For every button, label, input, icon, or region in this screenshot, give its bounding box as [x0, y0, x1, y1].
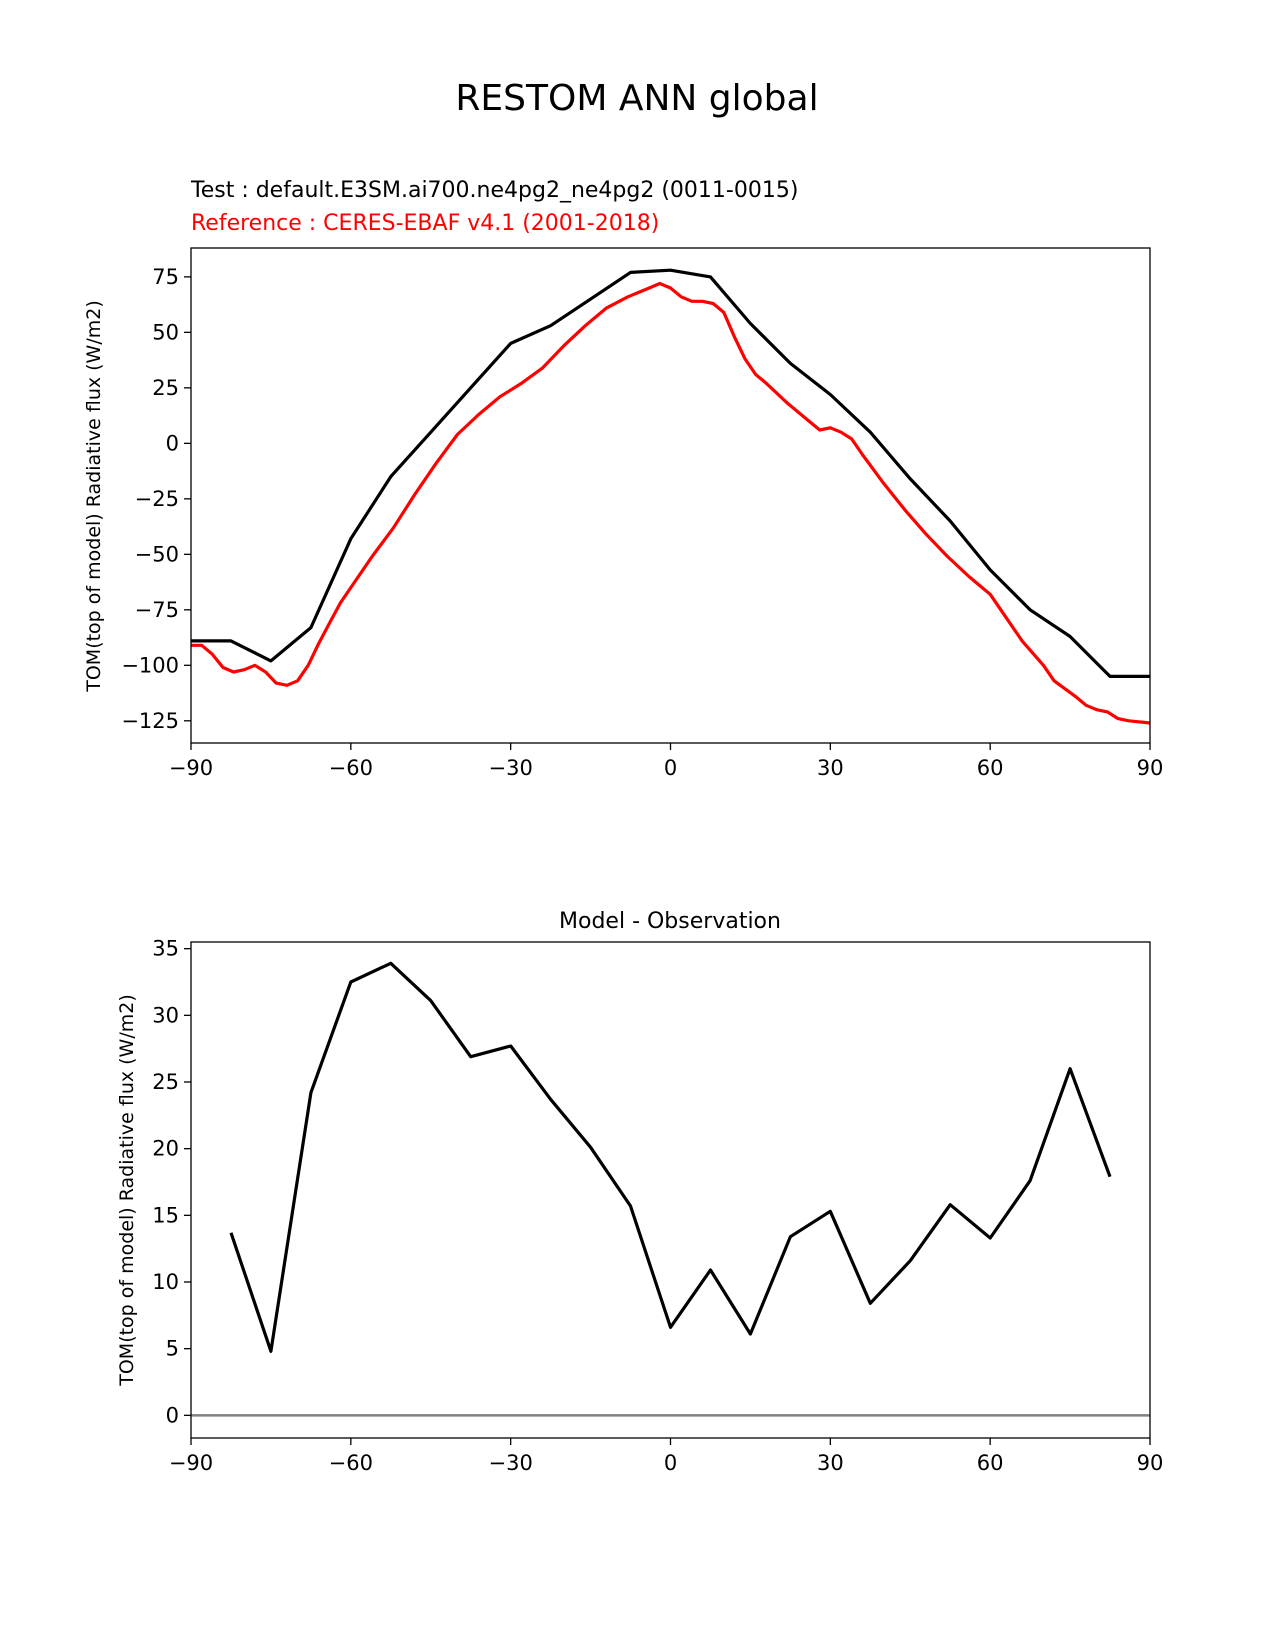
top-y-tick-label: 75 — [152, 265, 179, 289]
top-x-tick-label: 0 — [664, 756, 677, 780]
top-x-tick-label: 90 — [1137, 756, 1164, 780]
bottom-x-tick-label: −30 — [489, 1451, 533, 1475]
top-y-tick-label: 25 — [152, 376, 179, 400]
top-x-axis: −90 −60 −30 0 30 60 90 — [169, 743, 1164, 780]
bottom-y-axis-label: TOM(top of model) Radiative flux (W/m2) — [116, 994, 138, 1387]
bottom-x-tick-label: 60 — [977, 1451, 1004, 1475]
top-y-tick-label: −50 — [135, 542, 179, 566]
top-series-test — [191, 268, 1150, 679]
bottom-y-axis: 0 5 10 15 20 25 30 35 — [152, 937, 191, 1427]
bottom-x-tick-label: 30 — [817, 1451, 844, 1475]
bottom-panel: −90 −60 −30 0 30 60 90 0 5 10 15 20 25 30 35 TOM(top … — [116, 937, 1163, 1475]
top-y-tick-label: −125 — [121, 709, 179, 733]
bottom-y-tick-label: 20 — [152, 1137, 179, 1161]
bottom-x-tick-label: 90 — [1137, 1451, 1164, 1475]
top-x-tick-label: 60 — [977, 756, 1004, 780]
bottom-y-tick-label: 5 — [166, 1337, 179, 1361]
bottom-series-difference — [229, 961, 1112, 1353]
top-x-tick-label: −90 — [169, 756, 213, 780]
top-series-reference — [191, 281, 1151, 725]
bottom-x-tick-label: −90 — [169, 1451, 213, 1475]
top-x-tick-label: −30 — [489, 756, 533, 780]
top-y-tick-label: −25 — [135, 487, 179, 511]
bottom-y-tick-label: 25 — [152, 1070, 179, 1094]
bottom-x-tick-label: −60 — [329, 1451, 373, 1475]
top-y-tick-label: 0 — [166, 431, 179, 455]
top-y-tick-label: −100 — [121, 653, 179, 677]
bottom-x-axis: −90 −60 −30 0 30 60 90 — [169, 1438, 1164, 1475]
top-panel: −90 −60 −30 0 30 60 90 −125 −100 −75 −50 −25 0 25 50 7… — [83, 247, 1164, 780]
top-y-tick-label: −75 — [135, 598, 179, 622]
top-y-tick-label: 50 — [152, 320, 179, 344]
bottom-y-tick-label: 35 — [152, 937, 179, 961]
bottom-axes-frame — [190, 941, 1151, 1439]
top-plot-area — [191, 268, 1151, 725]
bottom-x-tick-label: 0 — [664, 1451, 677, 1475]
top-axes-frame — [190, 247, 1151, 744]
top-y-axis-label: TOM(top of model) Radiative flux (W/m2) — [83, 300, 105, 693]
bottom-y-tick-label: 0 — [166, 1403, 179, 1427]
bottom-y-tick-label: 30 — [152, 1003, 179, 1027]
test-label: Test : default.E3SM.ai700.ne4pg2_ne4pg2 … — [190, 178, 798, 203]
top-x-tick-label: 30 — [817, 756, 844, 780]
top-y-axis: −125 −100 −75 −50 −25 0 25 50 75 — [121, 265, 191, 733]
figure-title: RESTOM ANN global — [455, 78, 818, 119]
bottom-y-tick-label: 10 — [152, 1270, 179, 1294]
bottom-plot-area — [191, 961, 1150, 1417]
bottom-y-tick-label: 15 — [152, 1203, 179, 1227]
top-x-tick-label: −60 — [329, 756, 373, 780]
reference-label: Reference : CERES-EBAF v4.1 (2001-2018) — [191, 211, 659, 236]
bottom-panel-title: Model - Observation — [559, 909, 781, 934]
